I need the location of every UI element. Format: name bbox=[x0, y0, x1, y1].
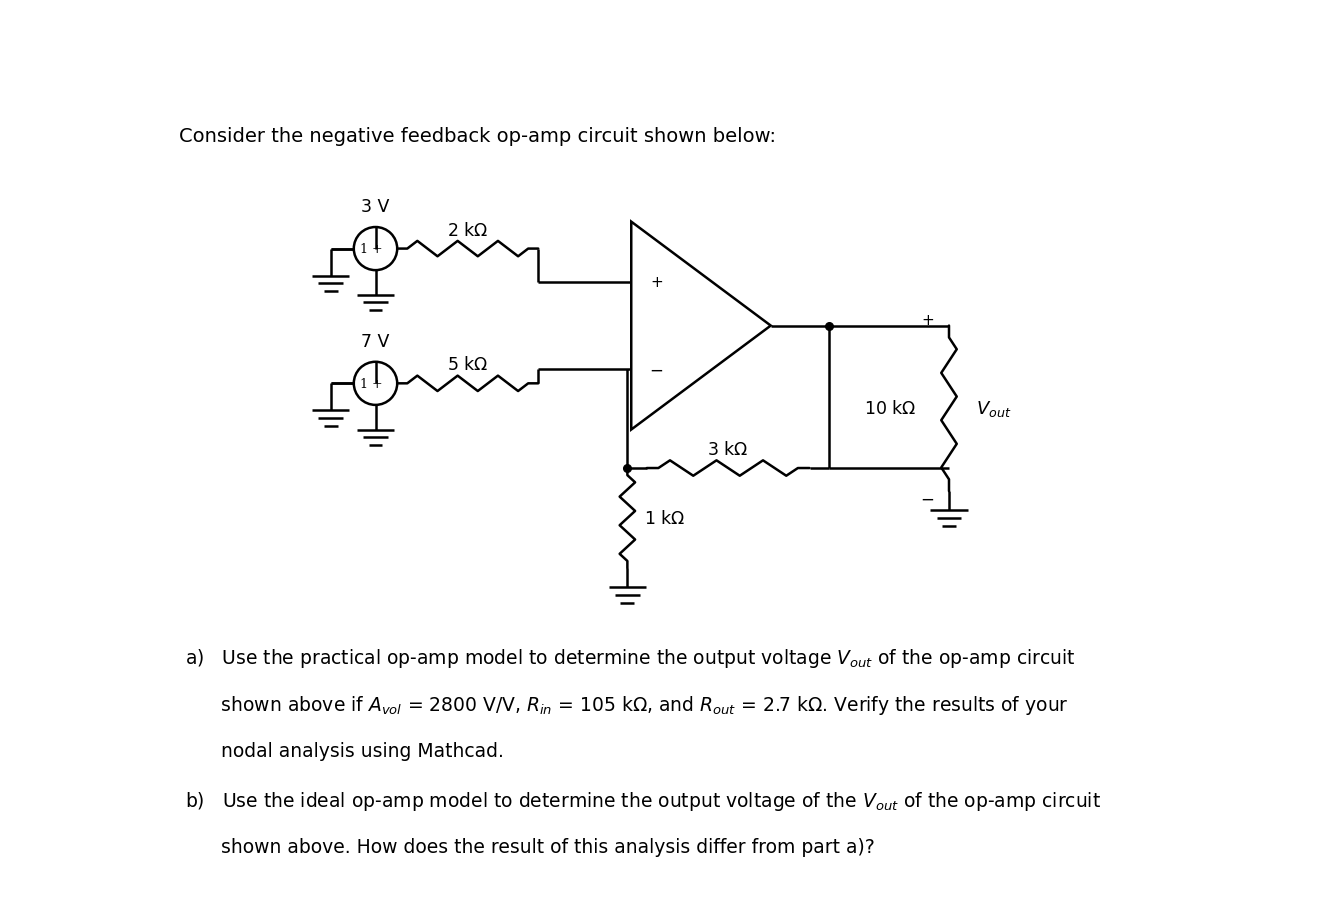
Text: −: − bbox=[649, 361, 664, 379]
Text: nodal analysis using Mathcad.: nodal analysis using Mathcad. bbox=[185, 742, 504, 761]
Text: +: + bbox=[650, 275, 662, 290]
Text: shown above. How does the result of this analysis differ from part a)?: shown above. How does the result of this… bbox=[185, 836, 875, 855]
Text: 10 k$\Omega$: 10 k$\Omega$ bbox=[864, 400, 916, 418]
Text: +: + bbox=[920, 312, 934, 328]
Text: 3 k$\Omega$: 3 k$\Omega$ bbox=[708, 441, 749, 458]
Text: 7 V: 7 V bbox=[362, 333, 390, 351]
Text: 1 k$\Omega$: 1 k$\Omega$ bbox=[645, 509, 686, 527]
Text: a)   Use the practical op-amp model to determine the output voltage $V_{out}$ of: a) Use the practical op-amp model to det… bbox=[185, 646, 1076, 669]
Text: 5 k$\Omega$: 5 k$\Omega$ bbox=[447, 356, 488, 374]
Text: −: − bbox=[920, 490, 934, 508]
Text: Consider the negative feedback op-amp circuit shown below:: Consider the negative feedback op-amp ci… bbox=[178, 127, 775, 146]
Text: 2 k$\Omega$: 2 k$\Omega$ bbox=[447, 221, 488, 240]
Text: 1 +: 1 + bbox=[360, 243, 383, 256]
Text: b)   Use the ideal op-amp model to determine the output voltage of the $V_{out}$: b) Use the ideal op-amp model to determi… bbox=[185, 789, 1101, 812]
Text: shown above if $A_{vol}$ = 2800 V/V, $R_{in}$ = 105 k$\Omega$, and $R_{out}$ = 2: shown above if $A_{vol}$ = 2800 V/V, $R_… bbox=[185, 693, 1068, 717]
Text: 3 V: 3 V bbox=[362, 199, 390, 216]
Text: $V_{out}$: $V_{out}$ bbox=[976, 399, 1012, 419]
Text: 1 +: 1 + bbox=[360, 377, 383, 391]
